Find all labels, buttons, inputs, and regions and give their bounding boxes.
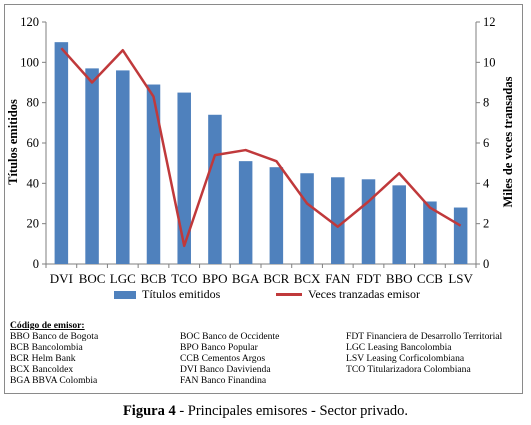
bar xyxy=(146,84,161,265)
y-tick-label: 80 xyxy=(27,96,40,110)
x-tick-label: BCX xyxy=(294,271,321,286)
y-tick-label: 20 xyxy=(27,217,40,231)
chart-axes: 0 20 40 60 80 100 120 0 2 4 6 8 10 12 DVI BOC LGC BCB TCO B… xyxy=(20,15,495,286)
issuer-codes: Código de emisor: BBO Banco de Bogota BC… xyxy=(10,320,515,386)
chart: 0 20 40 60 80 100 120 0 2 4 6 8 10 12 DVI BOC LGC BCB TCO B… xyxy=(6,15,515,286)
issuer-code: DVI Banco Davivienda xyxy=(180,364,271,376)
figure-frame xyxy=(4,4,523,394)
bar xyxy=(238,161,253,264)
x-tick-label: BCR xyxy=(263,271,289,286)
y2-tick-label: 12 xyxy=(483,15,496,29)
y2-tick-label: 8 xyxy=(483,96,489,110)
x-tick-label: BBO xyxy=(386,271,413,286)
axis-labels: Títulos emitidos Miles de veces transada… xyxy=(6,76,515,207)
issuer-code: BPO Banco Popular xyxy=(180,342,258,354)
issuer-code: TCO Titularizadora Colombiana xyxy=(346,364,471,376)
issuer-code: LSV Leasing Corficolombiana xyxy=(346,353,465,365)
issuer-code: FAN Banco Finandina xyxy=(180,375,267,387)
bar xyxy=(423,201,437,264)
figure-number: Figura 4 xyxy=(122,403,176,419)
figure-caption-text: - Principales emisores - Sector privado. xyxy=(175,403,409,419)
bar xyxy=(208,114,222,265)
line-series xyxy=(60,47,462,248)
bar xyxy=(361,179,376,264)
y-tick-label: 0 xyxy=(33,257,39,271)
issuer-codes-col-2: BOC Banco de Occidente BPO Banco Popular… xyxy=(180,331,279,386)
y-tick-label: 120 xyxy=(20,15,39,29)
issuer-codes-heading: Código de emisor: xyxy=(10,320,85,331)
legend-line-label: Veces tranzadas emisor xyxy=(308,287,420,301)
bar xyxy=(116,70,130,265)
legend-bar-entry: Títulos emitidos xyxy=(114,287,220,302)
y2-tick-label: 6 xyxy=(483,136,489,150)
y-axis-label: Títulos emitidos xyxy=(6,99,20,185)
bar xyxy=(85,68,99,264)
x-tick-label: TCO xyxy=(171,271,197,286)
y2-tick-label: 10 xyxy=(483,55,496,69)
issuer-code: BBO Banco de Bogota xyxy=(10,331,99,342)
y2-tick-label: 4 xyxy=(483,176,490,190)
y2-axis-label: Miles de veces transadas xyxy=(501,76,515,207)
issuer-code: CCB Cementos Argos xyxy=(180,353,266,365)
bar xyxy=(453,207,468,264)
x-tick-label: LSV xyxy=(448,271,473,286)
x-tick-label: BGA xyxy=(232,271,260,286)
x-tick-label: FDT xyxy=(356,271,381,286)
issuer-code: FDT Financiera de Desarrollo Territorial xyxy=(346,331,503,342)
issuer-codes-col-1: BBO Banco de Bogota BCB Bancolombia BCR … xyxy=(10,331,98,386)
issuer-code: BCR Helm Bank xyxy=(10,353,76,365)
y-tick-label: 40 xyxy=(27,176,40,190)
bar xyxy=(300,173,314,264)
x-tick-label: BPO xyxy=(202,271,227,286)
y-tick-label: 60 xyxy=(27,136,40,150)
y2-tick-label: 2 xyxy=(483,217,489,231)
y-tick-label: 100 xyxy=(20,55,39,69)
x-tick-label: CCB xyxy=(417,271,443,286)
issuer-codes-col-3: FDT Financiera de Desarrollo Territorial… xyxy=(346,331,502,375)
x-tick-label: LGC xyxy=(110,271,136,286)
issuer-code: BCX Bancoldex xyxy=(10,364,74,376)
series-line xyxy=(60,47,462,248)
legend-bar-swatch xyxy=(114,290,136,299)
issuer-code: BGA BBVA Colombia xyxy=(10,375,98,387)
y2-tick-label: 0 xyxy=(483,257,489,271)
legend-line-entry: Veces tranzadas emisor xyxy=(276,287,420,302)
bar xyxy=(177,92,191,264)
bar xyxy=(269,167,284,264)
legend-bar-label: Títulos emitidos xyxy=(142,287,221,301)
x-tick-label: FAN xyxy=(325,271,351,286)
bar xyxy=(392,185,406,264)
x-tick-label: BCB xyxy=(140,271,166,286)
issuer-code: BCB Bancolombia xyxy=(10,342,83,354)
bar xyxy=(54,42,69,264)
issuer-code: BOC Banco de Occidente xyxy=(180,331,280,342)
x-tick-label: DVI xyxy=(50,271,73,286)
bar xyxy=(331,177,345,264)
bar-series xyxy=(54,42,468,265)
issuer-code: LGC Leasing Bancolombia xyxy=(346,342,452,354)
legend-line-swatch xyxy=(276,293,302,296)
figure-caption: Figura 4 - Principales emisores - Sector… xyxy=(0,403,531,420)
x-tick-label: BOC xyxy=(79,271,106,286)
